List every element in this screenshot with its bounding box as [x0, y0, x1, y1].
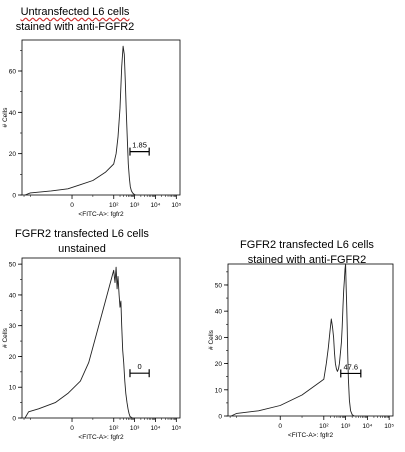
h3-y-tick-label: 40	[215, 309, 223, 316]
h2-y-axis-label: # Cells	[2, 327, 9, 348]
histogram-1-title-line-1: Untransfected L6 cells	[20, 6, 130, 18]
h2-x-tick-label: 10⁵	[171, 425, 181, 432]
h3-y-tick-label: 30	[215, 335, 223, 342]
h1-plot-frame	[21, 39, 181, 196]
h2-histogram-curve	[24, 266, 133, 419]
histogram-2-title-line-2: unstained	[58, 243, 106, 255]
h1-x-tick-label: 10²	[109, 202, 119, 209]
histogram-1-title-line-2: stained with anti-FGFR2	[15, 21, 135, 33]
h2-gate-label: 0	[137, 362, 141, 371]
histogram-3: 0 10 20 30 40 50 0 10² 10³ 10⁴ 10⁵ <FITC-A>: fgfr2 #…	[208, 263, 394, 439]
h2-y-tick-label: 50	[9, 262, 17, 269]
h3-y-tick-label: 20	[215, 361, 223, 368]
h3-gate-label: 47.6	[343, 362, 358, 371]
h1-x-tick-label: 10⁵	[171, 202, 181, 209]
h1-y-tick-label: 60	[9, 69, 17, 76]
h1-y-tick-label: 20	[9, 151, 17, 158]
h2-x-tick-label: 10²	[109, 425, 119, 432]
h1-x-tick-label: 10⁴	[150, 202, 160, 209]
h3-histogram-curve	[230, 263, 355, 417]
histogram-2-title-line-1: FGFR2 transfected L6 cells	[15, 228, 149, 240]
h1-x-tick-label: 0	[70, 202, 74, 209]
h3-x-tick-label: 0	[278, 423, 282, 430]
h1-histogram-curve	[24, 45, 136, 196]
histogram-2: 0 10 20 30 40 50 0 10² 10³ 10⁴ 10⁵ <FITC-A>: fgfr2 #…	[2, 257, 182, 441]
histogram-3-title-line-1: FGFR2 transfected L6 cells	[240, 239, 374, 251]
histogram-3-title: FGFR2 transfected L6 cells stained with …	[232, 238, 382, 268]
histogram-3-title-line-2: stained with anti-FGFR2	[247, 254, 367, 266]
h2-x-tick-label: 10⁴	[150, 425, 160, 432]
h3-x-tick-label: 10⁵	[384, 423, 394, 430]
h2-y-tick-label: 20	[9, 354, 17, 361]
h3-plot-frame	[227, 263, 394, 417]
h2-x-tick-label: 0	[70, 425, 74, 432]
h2-y-tick-label: 10	[9, 385, 17, 392]
h2-y-tick-label: 30	[9, 323, 17, 330]
h3-x-axis-label: <FITC-A>: fgfr2	[288, 432, 334, 439]
h3-y-axis-label: # Cells	[208, 329, 215, 350]
histogram-1-title: Untransfected L6 cells stained with anti…	[5, 5, 145, 35]
h2-plot-frame	[21, 257, 181, 419]
h3-x-tick-label: 10³	[341, 423, 351, 430]
h3-x-tick-label: 10⁴	[362, 423, 372, 430]
histogram-1: 0 20 40 60 0 10² 10³ 10⁴ 10⁵ <FITC-A>: fgfr2 # Cel…	[2, 39, 182, 218]
h3-x-tick-label: 10²	[319, 423, 329, 430]
h1-x-tick-label: 10³	[130, 202, 140, 209]
h2-y-tick-label: 40	[9, 292, 17, 299]
h1-x-axis-label: <FITC-A>: fgfr2	[78, 211, 124, 218]
h1-y-axis-label: # Cells	[2, 107, 9, 128]
h3-y-tick-label: 50	[215, 282, 223, 289]
h1-y-tick-label: 0	[12, 193, 16, 200]
h3-y-tick-label: 10	[215, 387, 223, 394]
h1-gate-label: 1.85	[132, 141, 147, 150]
h3-y-tick-label: 0	[218, 414, 222, 421]
h2-y-tick-label: 0	[12, 416, 16, 423]
h2-x-tick-label: 10³	[130, 425, 140, 432]
h2-x-axis-label: <FITC-A>: fgfr2	[78, 434, 124, 441]
histogram-2-title: FGFR2 transfected L6 cells unstained	[7, 227, 157, 257]
h1-y-tick-label: 40	[9, 110, 17, 117]
